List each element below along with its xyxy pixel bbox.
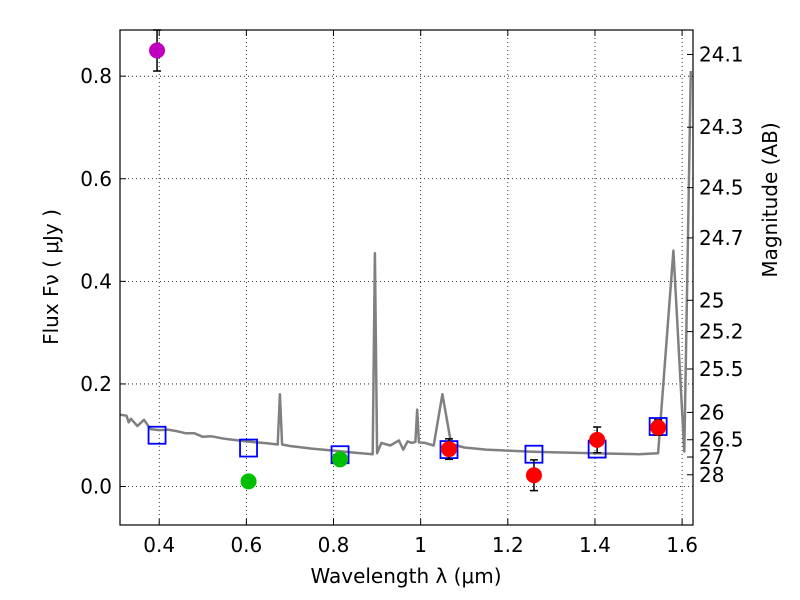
magnitude-tick-label: 26.5 bbox=[699, 428, 744, 452]
y-tick-label: 0.8 bbox=[80, 64, 112, 88]
y-tick-label: 0.0 bbox=[80, 475, 112, 499]
observed-flux-point bbox=[440, 441, 457, 458]
plot-frame bbox=[119, 29, 694, 526]
plot-area bbox=[119, 29, 693, 492]
magnitude-tick-label: 26 bbox=[699, 400, 724, 424]
x-tick-label: 1.4 bbox=[579, 533, 611, 557]
model-photometry-square bbox=[147, 425, 167, 445]
magnitude-tick-label: 24.7 bbox=[699, 226, 744, 250]
magnitude-tick-label: 24.1 bbox=[699, 42, 744, 66]
magnitude-tick-label: 24.5 bbox=[699, 176, 744, 200]
y-tick-label: 0.4 bbox=[80, 269, 112, 293]
x-tick-label: 0.8 bbox=[318, 533, 350, 557]
magnitude-tick-label: 27 bbox=[699, 445, 724, 469]
x-tick-label: 0.4 bbox=[143, 533, 175, 557]
x-axis-label: Wavelength λ (μm) bbox=[310, 564, 501, 588]
y-axis-label: Flux Fν ( μJy ) bbox=[39, 209, 63, 345]
x-tick-label: 0.6 bbox=[230, 533, 262, 557]
x-tick-label: 1 bbox=[414, 533, 427, 557]
x-tick-label: 1.6 bbox=[666, 533, 698, 557]
grid-lines bbox=[120, 30, 693, 525]
observed-flux-point bbox=[525, 467, 542, 484]
observed-flux-point bbox=[650, 419, 667, 436]
observed-flux-point bbox=[240, 473, 257, 490]
observed-flux-point bbox=[332, 451, 349, 468]
y-axis-right-label: Magnitude (AB) bbox=[758, 122, 782, 277]
y-tick-label: 0.6 bbox=[80, 167, 112, 191]
magnitude-tick-label: 25.5 bbox=[699, 357, 744, 381]
magnitude-tick-label: 28 bbox=[699, 463, 724, 487]
observed-flux-point bbox=[589, 431, 606, 448]
y-tick-label: 0.2 bbox=[80, 372, 112, 396]
observed-flux-point bbox=[149, 42, 166, 59]
magnitude-tick-label: 25 bbox=[699, 288, 724, 312]
magnitude-tick-label: 24.3 bbox=[699, 115, 744, 139]
axes: 0.4 0.6 0.8 1 1.2 1.4 1.6 0.0 0.2 0.4 0.6 0.8 24.1 24… bbox=[80, 30, 744, 557]
magnitude-tick-label: 25.2 bbox=[699, 320, 744, 344]
model-sed-line bbox=[119, 70, 693, 456]
model-photometry-square bbox=[239, 438, 258, 458]
x-tick-label: 1.2 bbox=[492, 533, 524, 557]
